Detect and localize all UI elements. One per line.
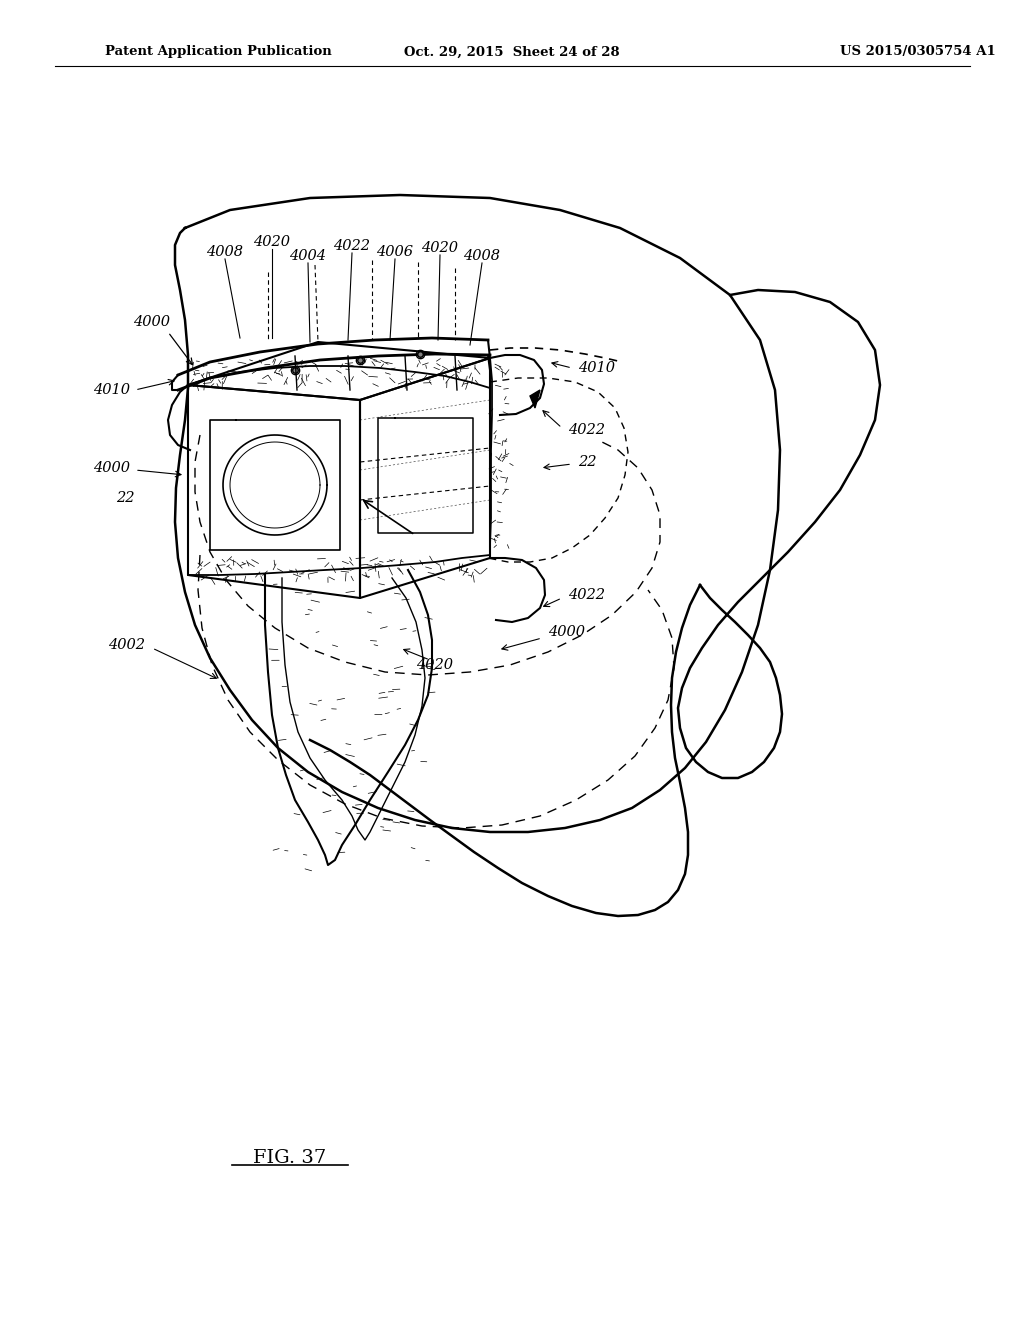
Text: Oct. 29, 2015  Sheet 24 of 28: Oct. 29, 2015 Sheet 24 of 28	[404, 45, 620, 58]
Text: 4000: 4000	[548, 624, 585, 639]
Text: 4006: 4006	[377, 246, 414, 259]
Text: 22: 22	[578, 455, 597, 469]
Text: US 2015/0305754 A1: US 2015/0305754 A1	[840, 45, 996, 58]
Text: 4022: 4022	[334, 239, 371, 253]
Text: 4008: 4008	[207, 246, 244, 259]
Text: 4020: 4020	[254, 235, 291, 249]
Polygon shape	[530, 389, 540, 408]
Text: 4022: 4022	[568, 422, 605, 437]
Text: 4000: 4000	[93, 461, 130, 475]
Text: 4020: 4020	[417, 657, 454, 672]
Text: Patent Application Publication: Patent Application Publication	[105, 45, 332, 58]
Text: 4008: 4008	[464, 249, 501, 263]
Text: 4000: 4000	[133, 315, 171, 329]
Text: 22: 22	[117, 491, 135, 506]
Text: FIG. 37: FIG. 37	[253, 1148, 327, 1167]
Text: 4022: 4022	[568, 587, 605, 602]
Text: 4004: 4004	[290, 249, 327, 263]
Text: 4002: 4002	[108, 638, 145, 652]
Text: 4020: 4020	[422, 242, 459, 255]
Text: 4010: 4010	[578, 360, 615, 375]
Text: 4010: 4010	[93, 383, 130, 397]
